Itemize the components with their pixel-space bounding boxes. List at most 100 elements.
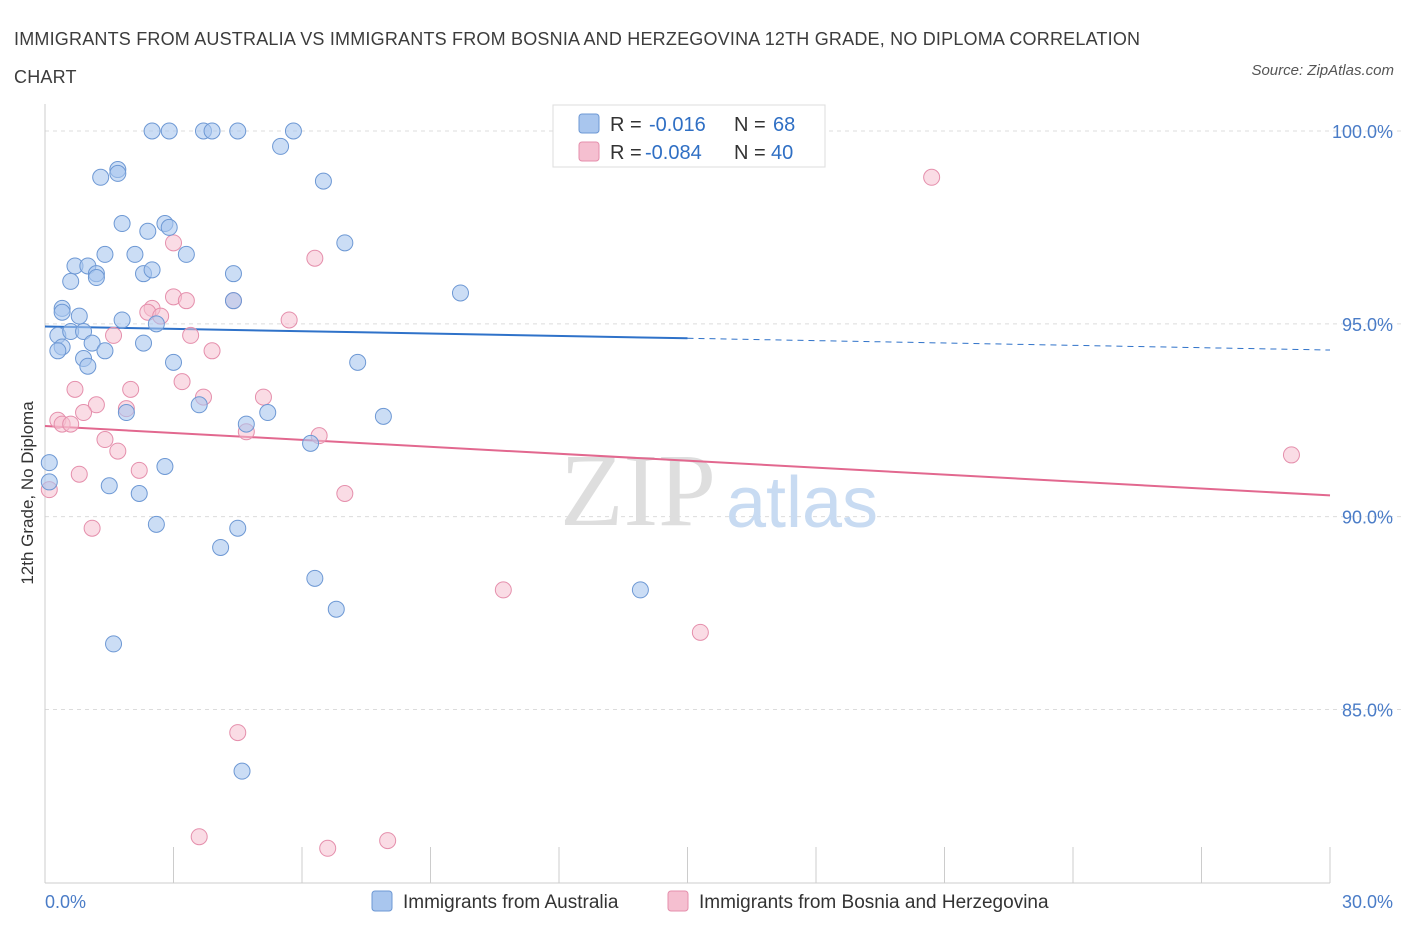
x-tick-label: 0.0% <box>45 892 86 912</box>
data-point-australia <box>143 122 161 140</box>
data-point-australia <box>49 342 67 360</box>
data-point-bosnia <box>70 465 88 483</box>
x-tick-label: 30.0% <box>1342 892 1393 912</box>
data-point-australia <box>259 404 277 422</box>
data-point-australia <box>75 323 93 341</box>
data-point-australia <box>117 404 135 422</box>
y-tick-labels: 100.0% 95.0% 90.0% 85.0% <box>1332 122 1393 720</box>
data-point-australia <box>229 122 247 140</box>
y-tick-label: 95.0% <box>1342 315 1393 335</box>
data-point-australia <box>92 168 110 186</box>
data-point-bosnia <box>306 249 324 267</box>
data-point-australia <box>40 454 58 472</box>
data-point-australia <box>177 245 195 263</box>
data-point-australia <box>143 261 161 279</box>
data-point-bosnia <box>190 828 208 846</box>
data-point-bosnia <box>229 724 247 742</box>
data-point-bosnia <box>280 311 298 329</box>
bottom-legend-label-bosnia: Immigrants from Bosnia and Herzegovina <box>699 892 1049 913</box>
data-point-australia <box>237 415 255 433</box>
series-australia-points <box>40 122 649 780</box>
bottom-legend-swatch-australia <box>371 890 393 912</box>
data-point-australia <box>224 265 242 283</box>
data-point-australia <box>224 292 242 310</box>
data-point-australia <box>113 311 131 329</box>
data-point-bosnia <box>62 415 80 433</box>
data-point-australia <box>165 353 182 371</box>
data-point-bosnia <box>177 292 195 310</box>
data-point-bosnia <box>379 832 397 850</box>
legend-n-value-australia: 68 <box>773 114 795 136</box>
data-point-australia <box>203 122 221 140</box>
bottom-legend-swatch-bosnia <box>667 890 689 912</box>
y-tick-label: 85.0% <box>1342 700 1393 720</box>
data-point-bosnia <box>691 623 709 641</box>
legend-r-label-bosnia: R = <box>610 142 642 164</box>
data-point-bosnia <box>336 485 354 502</box>
data-point-bosnia <box>96 431 114 449</box>
data-point-australia <box>105 635 123 653</box>
data-point-australia <box>109 164 127 182</box>
data-point-australia <box>374 407 392 425</box>
data-point-australia <box>156 458 174 476</box>
data-point-australia <box>314 172 332 190</box>
data-point-bosnia <box>494 581 512 599</box>
data-point-bosnia <box>923 168 941 186</box>
data-point-australia <box>96 342 114 360</box>
legend-r-value-bosnia: -0.084 <box>645 142 702 164</box>
data-point-australia <box>327 600 345 618</box>
data-point-australia <box>100 477 118 495</box>
data-point-australia <box>135 334 153 352</box>
legend-swatch-australia <box>578 113 600 134</box>
watermark-atlas: atlas <box>726 463 878 543</box>
data-point-australia <box>139 222 157 240</box>
watermark-zip: ZIP <box>560 433 716 548</box>
data-point-australia <box>53 303 71 321</box>
data-point-australia <box>229 519 247 537</box>
legend-r-label-australia: R = <box>610 114 642 136</box>
data-point-bosnia <box>319 839 337 857</box>
data-point-australia <box>70 307 88 325</box>
data-point-bosnia <box>130 461 148 479</box>
chart-title: IMMIGRANTS FROM AUSTRALIA VS IMMIGRANTS … <box>14 29 1141 87</box>
data-point-australia <box>126 245 144 263</box>
data-point-bosnia <box>1282 446 1300 464</box>
data-point-bosnia <box>122 380 140 398</box>
data-point-australia <box>302 434 320 452</box>
watermark: ZIP atlas <box>560 433 878 548</box>
y-tick-label: 100.0% <box>1332 122 1393 142</box>
data-point-australia <box>160 122 178 140</box>
data-point-bosnia <box>109 442 127 460</box>
data-point-australia <box>451 284 469 302</box>
source-label: Source: ZipAtlas.com <box>1251 62 1394 79</box>
data-point-bosnia <box>83 519 101 537</box>
data-point-australia <box>147 315 165 333</box>
data-point-australia <box>83 334 101 352</box>
legend-n-label-bosnia: N = <box>734 142 766 164</box>
data-point-australia <box>113 215 131 233</box>
data-point-bosnia <box>203 342 221 360</box>
x-tick-labels: 0.0% 30.0% <box>45 892 1393 912</box>
data-point-australia <box>284 122 302 140</box>
data-point-australia <box>147 515 165 533</box>
data-point-australia <box>349 353 367 371</box>
data-point-australia <box>96 245 114 263</box>
data-point-australia <box>40 473 58 491</box>
data-point-bosnia <box>182 326 200 344</box>
data-point-australia <box>306 569 324 587</box>
data-point-australia <box>631 581 649 599</box>
y-axis-title: 12th Grade, No Diploma <box>18 401 37 585</box>
data-point-australia <box>336 234 354 252</box>
data-point-bosnia <box>66 380 84 398</box>
data-point-australia <box>62 272 80 290</box>
data-point-bosnia <box>173 373 191 391</box>
legend-r-value-australia: -0.016 <box>649 114 706 136</box>
data-point-bosnia <box>105 326 123 344</box>
data-point-bosnia <box>254 388 272 406</box>
data-point-bosnia <box>75 404 93 422</box>
data-point-australia <box>212 538 230 556</box>
trend-line-australia-extension <box>687 337 1331 351</box>
y-tick-label: 90.0% <box>1342 508 1393 528</box>
data-point-bosnia <box>165 234 182 252</box>
